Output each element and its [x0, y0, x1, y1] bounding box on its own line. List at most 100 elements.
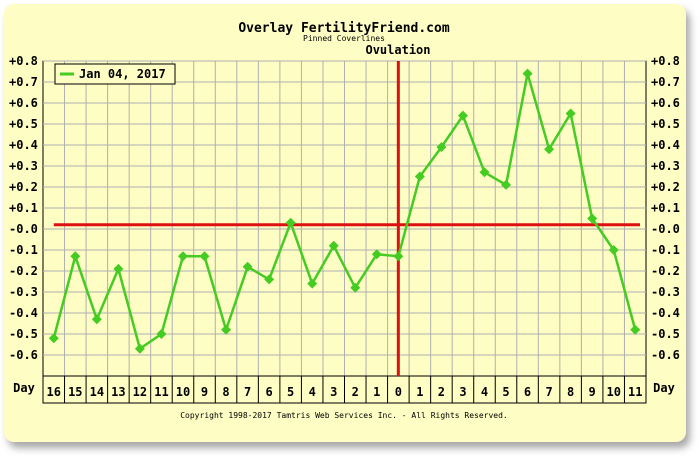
y-tick-label-left: -0.5	[9, 327, 38, 341]
y-tick-label-right: +0.4	[651, 138, 680, 152]
data-point	[544, 144, 555, 155]
y-tick-label-right: -0.0	[651, 222, 680, 236]
x-tick-label: 4	[481, 385, 488, 399]
data-point	[393, 251, 404, 262]
x-tick-label: 11	[154, 385, 168, 399]
x-tick-label: 3	[459, 385, 466, 399]
y-tick-label-left: -0.4	[9, 306, 38, 320]
legend-box	[54, 63, 176, 85]
x-axis-label-left: Day	[13, 381, 35, 395]
y-tick-label-right: -0.5	[651, 327, 680, 341]
data-point	[264, 274, 275, 285]
x-tick-label: 11	[628, 385, 642, 399]
y-tick-label-right: +0.6	[651, 96, 680, 110]
y-tick-label-right: -0.2	[651, 264, 680, 278]
series	[48, 68, 641, 354]
y-tick-label-left: +0.2	[9, 180, 38, 194]
y-tick-label-left: -0.6	[9, 348, 38, 362]
y-tick-label-right: +0.3	[651, 159, 680, 173]
data-point	[414, 171, 425, 182]
x-tick-label: 15	[68, 385, 82, 399]
data-point	[156, 329, 167, 339]
data-point	[199, 251, 210, 262]
chart-title: Overlay FertilityFriend.com	[238, 21, 449, 36]
x-axis-label-right: Day	[653, 381, 675, 395]
y-tick-label-left: +0.6	[9, 96, 38, 110]
data-point	[479, 167, 490, 178]
data-point	[608, 245, 619, 255]
y-tick-label-right: +0.7	[651, 75, 680, 89]
x-tick-label: 7	[244, 385, 251, 399]
x-tick-label: 16	[47, 385, 61, 399]
y-tick-label-left: -0.1	[9, 243, 38, 257]
x-tick-label: 6	[266, 385, 273, 399]
y-tick-label-left: -0.2	[9, 264, 38, 278]
y-tick-label-right: -0.3	[651, 285, 680, 299]
x-tick-label: 6	[524, 385, 531, 399]
x-tick-label: 2	[352, 385, 359, 399]
x-tick-label: 13	[111, 385, 125, 399]
y-tick-label-left: +0.7	[9, 75, 38, 89]
x-tick-label: 4	[309, 385, 316, 399]
data-point	[457, 110, 468, 121]
y-tick-label-right: -0.1	[651, 243, 680, 257]
ovulation-label: Ovulation	[365, 43, 430, 57]
x-tick-label: 2	[438, 385, 445, 399]
data-point	[134, 343, 145, 354]
data-point	[91, 314, 102, 325]
data-point	[285, 217, 296, 228]
x-tick-label: 7	[545, 385, 552, 399]
y-tick-labels: +0.8 +0.8 +0.7 +0.7 +0.6 +0.6 +0.5 +0.5 +0.4 +0.4…	[9, 54, 680, 362]
data-point	[70, 251, 81, 262]
data-point	[328, 240, 339, 251]
x-tick-label: 14	[90, 385, 104, 399]
x-tick-label: 5	[502, 385, 509, 399]
x-tick-label: 10	[176, 385, 190, 399]
data-point	[307, 278, 318, 289]
x-tick-label: 1	[373, 385, 380, 399]
grid	[42, 60, 647, 377]
x-tick-label: 5	[287, 385, 294, 399]
y-tick-label-right: +0.1	[651, 201, 680, 215]
x-axis: Day Day 16 15 14 13 12 11 10 9 8 7 6 5 4 3 2 1 0 1 2 3 4 5 6 7 8…	[13, 375, 675, 404]
data-point	[350, 282, 361, 293]
y-tick-label-left: +0.3	[9, 159, 38, 173]
data-point	[587, 213, 598, 224]
y-tick-label-right: -0.6	[651, 348, 680, 362]
legend: Jan 04, 2017	[54, 63, 176, 85]
series-line	[52, 73, 637, 351]
y-tick-label-right: -0.4	[651, 306, 680, 320]
data-point	[177, 251, 188, 262]
y-tick-label-left: +0.1	[9, 201, 38, 215]
chart-subtitle: Pinned Coverlines	[303, 34, 385, 43]
x-tick-label: 9	[201, 385, 208, 399]
data-point	[48, 333, 59, 344]
y-tick-label-right: +0.2	[651, 180, 680, 194]
data-point	[565, 108, 576, 119]
data-point	[113, 263, 124, 274]
data-point	[242, 261, 253, 272]
x-tick-label: 1	[416, 385, 423, 399]
x-tick-label: 8	[222, 385, 229, 399]
copyright-footer: Copyright 1998-2017 Tamtris Web Services…	[180, 411, 508, 420]
reference-lines	[53, 61, 640, 376]
y-tick-label-left: +0.4	[9, 138, 38, 152]
y-tick-label-right: +0.8	[651, 54, 680, 68]
data-point	[522, 68, 533, 79]
x-tick-label: 3	[330, 385, 337, 399]
data-point	[371, 249, 382, 260]
y-tick-label-left: +0.5	[9, 117, 38, 131]
x-tick-label: 8	[567, 385, 574, 399]
x-tick-label: 0	[395, 385, 402, 399]
data-point	[501, 179, 512, 190]
legend-entry: Jan 04, 2017	[79, 67, 166, 81]
y-tick-label-left: -0.0	[9, 222, 38, 236]
data-point	[630, 324, 641, 335]
y-tick-label-left: +0.8	[9, 54, 38, 68]
y-tick-label-right: +0.5	[651, 117, 680, 131]
y-tick-label-left: -0.3	[9, 285, 38, 299]
x-tick-label: 12	[133, 385, 147, 399]
data-point	[436, 142, 447, 153]
data-point	[221, 324, 232, 335]
